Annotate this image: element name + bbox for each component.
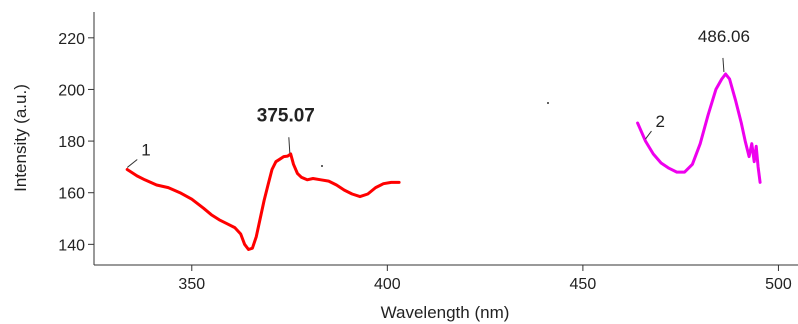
stray-dots: [321, 102, 549, 167]
stray-dot: [321, 165, 323, 167]
series-layer: [125, 72, 762, 251]
x-tick-label: 350: [178, 276, 205, 293]
annotation-leader: [722, 57, 725, 72]
annotation-label: 1: [141, 140, 150, 159]
axes: [93, 12, 798, 266]
y-tick-label: 140: [58, 237, 85, 254]
series-line-1: [125, 152, 401, 251]
x-axis-title: Wavelength (nm): [381, 303, 510, 322]
annotation-label: 2: [655, 112, 664, 131]
annotation-leader: [288, 137, 291, 154]
ticks: 350 400 450 500 140 160 180 200 220: [58, 31, 792, 293]
annotation-label: 486.06: [698, 27, 750, 46]
stray-dot: [547, 102, 549, 104]
y-tick-label: 220: [58, 31, 85, 48]
annotation-label: 375.07: [257, 105, 315, 126]
x-tick-label: 400: [374, 276, 401, 293]
y-tick-label: 200: [58, 82, 85, 99]
annotation-layer: 375.07 486.06 1 2: [126, 27, 750, 168]
y-tick-label: 160: [58, 186, 85, 203]
series-line-2: [636, 72, 762, 184]
y-tick-label: 180: [58, 134, 85, 151]
x-tick-label: 500: [765, 276, 792, 293]
annotation-leader: [645, 130, 652, 140]
y-axis-title: Intensity (a.u.): [11, 84, 30, 192]
annotation-leader: [126, 159, 138, 168]
x-tick-label: 450: [570, 276, 597, 293]
